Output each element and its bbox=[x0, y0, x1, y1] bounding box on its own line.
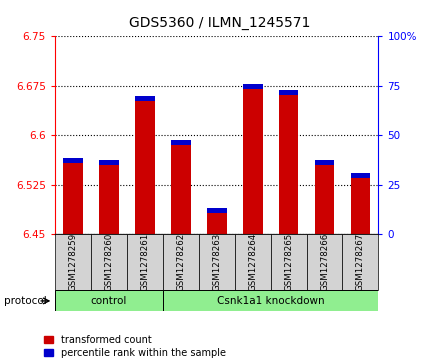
Bar bbox=[351, 173, 370, 178]
Bar bbox=[171, 140, 191, 146]
Text: GSM1278261: GSM1278261 bbox=[140, 233, 149, 291]
FancyBboxPatch shape bbox=[91, 234, 127, 290]
Bar bbox=[207, 208, 227, 234]
Text: GSM1278264: GSM1278264 bbox=[248, 233, 257, 291]
Bar bbox=[63, 158, 83, 163]
Bar bbox=[63, 158, 83, 234]
Text: control: control bbox=[91, 296, 127, 306]
Bar bbox=[279, 90, 298, 234]
Text: GSM1278262: GSM1278262 bbox=[176, 233, 185, 291]
FancyBboxPatch shape bbox=[163, 234, 199, 290]
Text: GSM1278266: GSM1278266 bbox=[320, 233, 329, 291]
FancyBboxPatch shape bbox=[199, 234, 235, 290]
Text: GDS5360 / ILMN_1245571: GDS5360 / ILMN_1245571 bbox=[129, 16, 311, 30]
Text: GSM1278259: GSM1278259 bbox=[69, 233, 77, 291]
Legend: transformed count, percentile rank within the sample: transformed count, percentile rank withi… bbox=[44, 335, 226, 358]
Text: GSM1278265: GSM1278265 bbox=[284, 233, 293, 291]
FancyBboxPatch shape bbox=[55, 234, 91, 290]
Text: protocol: protocol bbox=[4, 296, 47, 306]
FancyBboxPatch shape bbox=[271, 234, 307, 290]
Bar bbox=[99, 160, 119, 164]
FancyBboxPatch shape bbox=[163, 290, 378, 311]
FancyBboxPatch shape bbox=[307, 234, 342, 290]
FancyBboxPatch shape bbox=[127, 234, 163, 290]
Bar bbox=[99, 160, 119, 234]
Bar bbox=[351, 173, 370, 234]
Bar bbox=[315, 160, 334, 164]
Bar bbox=[279, 90, 298, 95]
Bar bbox=[315, 160, 334, 234]
FancyBboxPatch shape bbox=[342, 234, 378, 290]
FancyBboxPatch shape bbox=[55, 290, 163, 311]
Bar bbox=[243, 84, 263, 89]
Bar bbox=[135, 96, 155, 234]
Text: GSM1278267: GSM1278267 bbox=[356, 233, 365, 291]
Bar bbox=[243, 84, 263, 234]
Bar bbox=[171, 140, 191, 234]
Bar bbox=[135, 96, 155, 101]
Text: GSM1278260: GSM1278260 bbox=[104, 233, 114, 291]
Text: Csnk1a1 knockdown: Csnk1a1 knockdown bbox=[217, 296, 324, 306]
Text: GSM1278263: GSM1278263 bbox=[212, 233, 221, 291]
FancyBboxPatch shape bbox=[235, 234, 271, 290]
Bar bbox=[207, 208, 227, 213]
